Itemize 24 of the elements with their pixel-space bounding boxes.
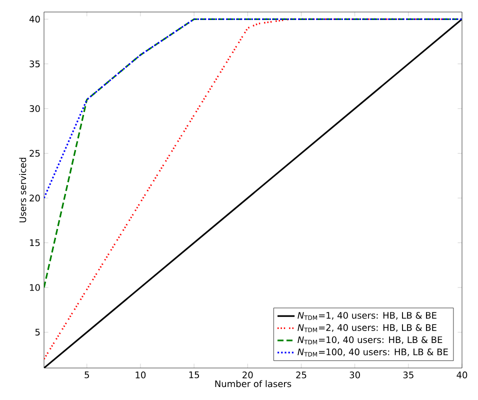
y-tick-label: 20 bbox=[30, 194, 40, 202]
y-tick-label: 30 bbox=[30, 105, 40, 112]
y-tick-label: 5 bbox=[35, 328, 40, 336]
x-tick-label: 15 bbox=[189, 372, 199, 378]
x-tick-label: 20 bbox=[242, 372, 253, 378]
legend-label: N$_{TDM}$=10, 40 users: HB, LB & BE bbox=[298, 336, 442, 344]
y-tick-label: 25 bbox=[30, 150, 40, 157]
legend-label: N$_{TDM}$=2, 40 users: HB, LB & BE bbox=[298, 324, 436, 332]
x-tick-label: 25 bbox=[296, 372, 306, 378]
x-tick-label: 10 bbox=[136, 372, 146, 378]
line-series bbox=[44, 18, 462, 199]
x-tick-label: 35 bbox=[403, 372, 414, 378]
x-tick-label: 40 bbox=[456, 372, 468, 378]
y-tick-label: 35 bbox=[30, 60, 40, 68]
legend-label: N$_{TDM}$=1, 40 users: HB, LB & BE bbox=[298, 312, 436, 320]
y-axis-title: Users serviced bbox=[19, 158, 26, 222]
x-tick-label: 30 bbox=[350, 372, 360, 378]
y-tick-label: 40 bbox=[29, 16, 40, 23]
x-tick-label: 5 bbox=[84, 372, 89, 378]
legend-label: N$_{TDM}$=100, 40 users: HB, LB & BE bbox=[298, 348, 448, 356]
y-tick-label: 15 bbox=[30, 239, 40, 246]
x-axis-title: Number of lasers bbox=[215, 380, 292, 388]
y-tick-label: 10 bbox=[30, 284, 40, 291]
line-series bbox=[44, 18, 462, 288]
